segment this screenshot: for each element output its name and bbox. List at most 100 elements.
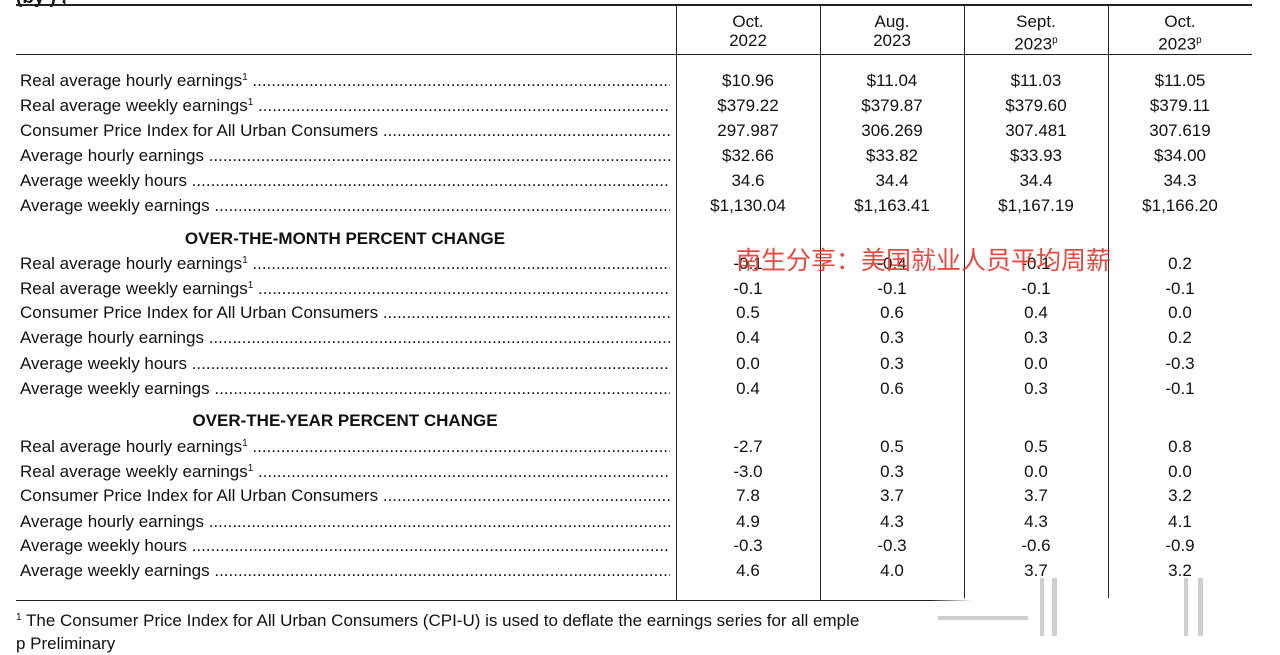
table-cell: $32.66	[722, 146, 774, 165]
dot-leader: ........................................…	[191, 536, 670, 555]
table-cell: 3.7	[1024, 486, 1048, 505]
footnote-marker: 1	[16, 612, 22, 623]
column-header: Oct. 2022	[678, 12, 818, 50]
column-divider	[820, 6, 821, 600]
footnote-preliminary: p Preliminary	[16, 634, 116, 653]
level-row: Real average hourly earnings1 ..........…	[20, 69, 1260, 93]
table-cell: 306.269	[861, 121, 923, 140]
dot-leader: ........................................…	[214, 379, 670, 398]
year-change-row: Real average weekly earnings1 ..........…	[20, 460, 1260, 484]
row-label-text: Real average weekly earnings	[20, 462, 248, 481]
footnote-marker: 1	[242, 255, 248, 266]
table-cell: 0.2	[1168, 328, 1192, 347]
row-label-text: Average weekly earnings	[20, 561, 210, 580]
dot-leader: ........................................…	[252, 71, 670, 90]
month-change-row: Average hourly earnings ................…	[20, 326, 1260, 350]
dot-leader: ........................................…	[214, 561, 670, 580]
header-rule	[16, 54, 1252, 55]
table-cell: $379.22	[717, 96, 779, 115]
column-header-month: Aug.	[874, 12, 910, 31]
row-label-text: Average weekly earnings	[20, 196, 210, 215]
table-cell: -3.0	[733, 462, 763, 481]
table-cell: 0.5	[880, 437, 904, 456]
dot-leader: ........................................…	[258, 462, 670, 481]
table-cell: -0.1	[1021, 254, 1051, 273]
table-cell: 0.8	[1168, 437, 1192, 456]
year-change-row: Consumer Price Index for All Urban Consu…	[20, 484, 1260, 508]
table-cell: 0.0	[1024, 354, 1048, 373]
column-header-year-text: 2023	[873, 31, 911, 50]
table-cell: $10.96	[722, 71, 774, 90]
table-cell: 0.5	[736, 303, 760, 322]
row-label: Real average weekly earnings1 ..........…	[20, 94, 670, 118]
table-cell: 4.9	[736, 512, 760, 531]
footnote-cpi: 1 The Consumer Price Index for All Urban…	[16, 610, 859, 632]
column-header-year-text: 2023	[1158, 34, 1197, 54]
table-cell: 0.0	[1168, 462, 1192, 481]
row-label-text: Average hourly earnings	[20, 328, 204, 347]
table-cell: 3.7	[880, 486, 904, 505]
dot-leader: ........................................…	[258, 96, 670, 115]
row-label-text: Average hourly earnings	[20, 146, 204, 165]
year-change-row: Average weekly earnings ................…	[20, 559, 1260, 583]
scan-smudge	[1198, 578, 1203, 636]
table-cell: $1,167.19	[998, 196, 1074, 215]
scan-smudge	[1040, 578, 1044, 636]
row-label: Average weekly hours ...................…	[20, 352, 670, 376]
dot-leader: ........................................…	[382, 121, 670, 140]
column-header-year-text: 2022	[729, 31, 767, 50]
column-divider	[1108, 6, 1109, 600]
table-cell: 4.3	[880, 512, 904, 531]
month-change-row: Average weekly hours ...................…	[20, 352, 1260, 376]
footnote-marker: 1	[242, 72, 248, 83]
footnote-cpi-text: The Consumer Price Index for All Urban C…	[25, 611, 860, 630]
dot-leader: ........................................…	[208, 328, 670, 347]
table-cell: 0.0	[1168, 303, 1192, 322]
row-label-text: Average hourly earnings	[20, 512, 204, 531]
table-cell: 0.6	[880, 379, 904, 398]
table-cell: 0.3	[1024, 328, 1048, 347]
table-cell: 0.3	[880, 328, 904, 347]
level-row: Average hourly earnings ................…	[20, 144, 1260, 168]
table-cell: -0.3	[1165, 354, 1195, 373]
row-label-text: Consumer Price Index for All Urban Consu…	[20, 486, 379, 505]
table-cell: 297.987	[717, 121, 779, 140]
row-label: Real average hourly earnings1 ..........…	[20, 252, 670, 276]
scan-smudge	[938, 616, 1028, 620]
row-label: Real average weekly earnings1 ..........…	[20, 277, 670, 301]
level-row: Consumer Price Index for All Urban Consu…	[20, 119, 1260, 143]
table-cell: -0.1	[733, 254, 763, 273]
table-cell: $33.93	[1010, 146, 1062, 165]
year-change-row: Average hourly earnings ................…	[20, 510, 1260, 534]
table-cell: 34.3	[1163, 171, 1197, 190]
table-cell: $1,166.20	[1142, 196, 1218, 215]
row-label: Average hourly earnings ................…	[20, 326, 670, 350]
table-cell: -0.1	[877, 279, 907, 298]
column-divider	[964, 6, 965, 600]
dot-leader: ........................................…	[252, 254, 670, 273]
column-header-year-text: 2023	[1014, 34, 1053, 54]
column-header-year: 2023	[822, 31, 962, 50]
table-cell: 0.4	[736, 379, 760, 398]
table-cell: -0.1	[1021, 279, 1051, 298]
dot-leader: ........................................…	[214, 196, 670, 215]
table-cell: $33.82	[866, 146, 918, 165]
row-label-text: Real average weekly earnings	[20, 96, 248, 115]
table-cell: 4.6	[736, 561, 760, 580]
table-cell: -0.3	[877, 536, 907, 555]
level-row: Real average weekly earnings1 ..........…	[20, 94, 1260, 118]
column-header-year: 2023p	[966, 31, 1106, 54]
scan-smudge	[1184, 578, 1188, 636]
row-label: Average hourly earnings ................…	[20, 144, 670, 168]
dot-leader: ........................................…	[252, 437, 670, 456]
row-label: Average hourly earnings ................…	[20, 510, 670, 534]
month-change-row: Real average hourly earnings1 ..........…	[20, 252, 1260, 276]
column-header-month: Oct.	[1164, 12, 1196, 31]
table-cell: $379.11	[1149, 96, 1211, 115]
table-cell: 34.4	[875, 171, 909, 190]
table-cell: -0.9	[1165, 536, 1195, 555]
section-title-month: OVER-THE-MONTH PERCENT CHANGE	[184, 229, 506, 248]
year-change-row: Real average hourly earnings1 ..........…	[20, 435, 1260, 459]
table-cell: 307.619	[1149, 121, 1211, 140]
table-cell: $379.60	[1005, 96, 1067, 115]
